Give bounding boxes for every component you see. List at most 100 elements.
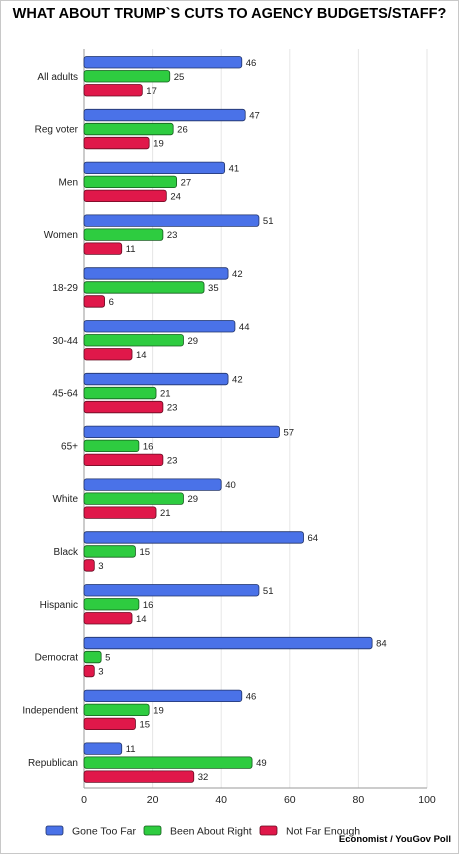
value-label-been-about-right-18-29: 35	[208, 283, 219, 294]
value-label-not-far-enough-men: 24	[170, 191, 181, 202]
value-label-not-far-enough-45-64: 23	[167, 403, 178, 414]
bar-not-far-enough-65	[83, 453, 164, 467]
bar-been-about-right-45-64	[83, 386, 157, 400]
value-label-been-about-right-reg-voter: 26	[177, 125, 188, 136]
value-label-gone-too-far-18-29: 42	[232, 269, 243, 280]
category-label-black: Black	[54, 547, 79, 558]
legend-label-been-about-right: Been About Right	[170, 826, 252, 838]
bar-gone-too-far-all-adults	[83, 56, 243, 69]
bar-gone-too-far-women	[83, 214, 260, 227]
value-label-not-far-enough-hispanic: 14	[136, 614, 147, 625]
value-label-gone-too-far-independent: 46	[246, 691, 257, 702]
bar-been-about-right-republican	[83, 756, 253, 769]
bar-not-far-enough-men	[83, 189, 167, 203]
category-label-republican: Republican	[28, 758, 78, 769]
x-tick-label-60: 60	[284, 794, 296, 806]
category-label-independent: Independent	[22, 705, 78, 716]
value-label-not-far-enough-black: 3	[98, 561, 103, 572]
legend-label-gone-too-far: Gone Too Far	[72, 826, 137, 838]
value-label-gone-too-far-30-44: 44	[239, 322, 250, 333]
bar-gone-too-far-45-64	[83, 372, 229, 386]
value-label-been-about-right-women: 23	[167, 230, 178, 241]
value-label-been-about-right-white: 29	[187, 494, 198, 505]
bar-gone-too-far-30-44	[83, 320, 236, 333]
legend-label-not-far-enough: Not Far Enough	[286, 826, 360, 838]
value-label-not-far-enough-30-44: 14	[136, 350, 147, 361]
legend-swatch-gone-too-far	[45, 825, 64, 836]
value-label-been-about-right-men: 27	[181, 177, 192, 188]
bar-been-about-right-hispanic	[83, 598, 140, 611]
category-label-all-adults: All adults	[37, 72, 78, 83]
category-label-white: White	[52, 494, 78, 505]
source-credit: Economist / YouGov Poll	[338, 834, 451, 845]
category-label-reg-voter: Reg voter	[35, 125, 79, 136]
value-label-gone-too-far-republican: 11	[126, 744, 136, 755]
value-label-been-about-right-independent: 19	[153, 705, 164, 716]
value-label-not-far-enough-white: 21	[160, 508, 171, 519]
value-label-not-far-enough-65: 23	[167, 455, 178, 466]
category-label-women: Women	[44, 230, 78, 241]
value-label-gone-too-far-men: 41	[229, 163, 240, 174]
value-label-been-about-right-republican: 49	[256, 758, 267, 769]
value-label-gone-too-far-all-adults: 46	[246, 58, 257, 69]
bar-gone-too-far-democrat	[83, 636, 373, 650]
value-label-not-far-enough-independent: 15	[139, 719, 150, 730]
bar-been-about-right-men	[83, 175, 178, 189]
bar-not-far-enough-30-44	[83, 348, 133, 361]
value-label-been-about-right-black: 15	[139, 547, 150, 558]
bar-gone-too-far-black	[83, 531, 304, 544]
category-label-men: Men	[59, 177, 78, 188]
bar-been-about-right-65	[83, 439, 140, 453]
bar-been-about-right-white	[83, 492, 184, 505]
value-label-gone-too-far-hispanic: 51	[263, 586, 274, 597]
bar-gone-too-far-reg-voter	[83, 108, 246, 122]
bar-not-far-enough-hispanic	[83, 612, 133, 625]
value-label-been-about-right-30-44: 29	[187, 336, 198, 347]
bar-gone-too-far-18-29	[83, 267, 229, 280]
x-tick-label-20: 20	[147, 794, 159, 806]
value-label-gone-too-far-white: 40	[225, 480, 236, 491]
bar-gone-too-far-65	[83, 425, 280, 439]
value-label-been-about-right-65: 16	[143, 441, 154, 452]
bar-gone-too-far-men	[83, 161, 226, 175]
value-label-not-far-enough-reg-voter: 19	[153, 139, 164, 150]
value-label-gone-too-far-women: 51	[263, 216, 274, 227]
value-label-gone-too-far-45-64: 42	[232, 375, 243, 386]
bar-gone-too-far-independent	[83, 689, 243, 702]
bar-not-far-enough-democrat	[83, 664, 95, 678]
bar-been-about-right-all-adults	[83, 70, 171, 83]
bar-not-far-enough-independent	[83, 717, 136, 730]
category-label-30-44: 30-44	[52, 336, 78, 347]
bar-not-far-enough-reg-voter	[83, 136, 150, 150]
bar-not-far-enough-18-29	[83, 295, 105, 308]
bar-not-far-enough-all-adults	[83, 84, 143, 97]
bar-been-about-right-women	[83, 228, 164, 241]
legend-swatch-not-far-enough	[259, 825, 278, 836]
value-label-been-about-right-hispanic: 16	[143, 600, 154, 611]
bar-been-about-right-independent	[83, 703, 150, 716]
bar-been-about-right-reg-voter	[83, 122, 174, 136]
value-label-been-about-right-all-adults: 25	[174, 72, 185, 83]
bar-not-far-enough-45-64	[83, 400, 164, 414]
x-tick-label-100: 100	[418, 794, 436, 806]
bar-been-about-right-democrat	[83, 650, 102, 664]
bar-not-far-enough-republican	[83, 770, 195, 783]
value-label-not-far-enough-all-adults: 17	[146, 86, 157, 97]
chart-title: WHAT ABOUT TRUMP`S CUTS TO AGENCY BUDGET…	[12, 6, 447, 22]
x-tick-label-40: 40	[215, 794, 227, 806]
bar-not-far-enough-women	[83, 242, 123, 255]
category-label-hispanic: Hispanic	[40, 600, 78, 611]
value-label-not-far-enough-democrat: 3	[98, 667, 103, 678]
bar-been-about-right-18-29	[83, 281, 205, 294]
category-label-45-64: 45-64	[52, 389, 78, 400]
bar-been-about-right-30-44	[83, 334, 184, 347]
category-label-65: 65+	[61, 441, 78, 452]
category-label-18-29: 18-29	[52, 283, 78, 294]
x-tick-label-0: 0	[81, 794, 87, 806]
x-tick-label-80: 80	[353, 794, 365, 806]
bar-not-far-enough-white	[83, 506, 157, 519]
bar-been-about-right-black	[83, 545, 136, 558]
value-label-gone-too-far-65: 57	[284, 427, 295, 438]
value-label-gone-too-far-reg-voter: 47	[249, 111, 260, 122]
